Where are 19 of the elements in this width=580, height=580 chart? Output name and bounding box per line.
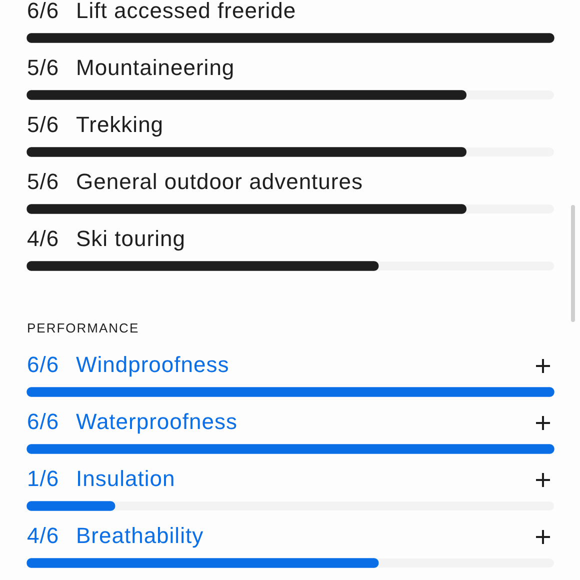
data-label: 5/6 [27,169,60,194]
y-tick-label: Windproofness [76,352,230,378]
y-tick-label: Ski touring [76,226,186,252]
y-tick-label: Mountaineering [76,55,235,80]
data-label: 1/6 [27,466,60,492]
y-tick-label: Trekking [76,112,164,138]
y-tick-label: Waterproofness [76,409,238,434]
data-label: 4/6 [27,226,60,252]
y-tick-label: Lift accessed freeride [76,0,296,24]
data-label: 4/6 [27,523,60,548]
data-label: 6/6 [27,352,60,378]
data-label: 6/6 [27,409,60,434]
data-label: 5/6 [27,112,60,138]
chart-title: PERFORMANCE [27,320,140,336]
y-tick-label: Insulation [76,466,176,492]
y-tick-label: Breathability [76,523,204,548]
data-label: 5/6 [27,55,60,80]
data-label: 6/6 [27,0,60,24]
y-tick-label: General outdoor adventures [76,169,363,194]
